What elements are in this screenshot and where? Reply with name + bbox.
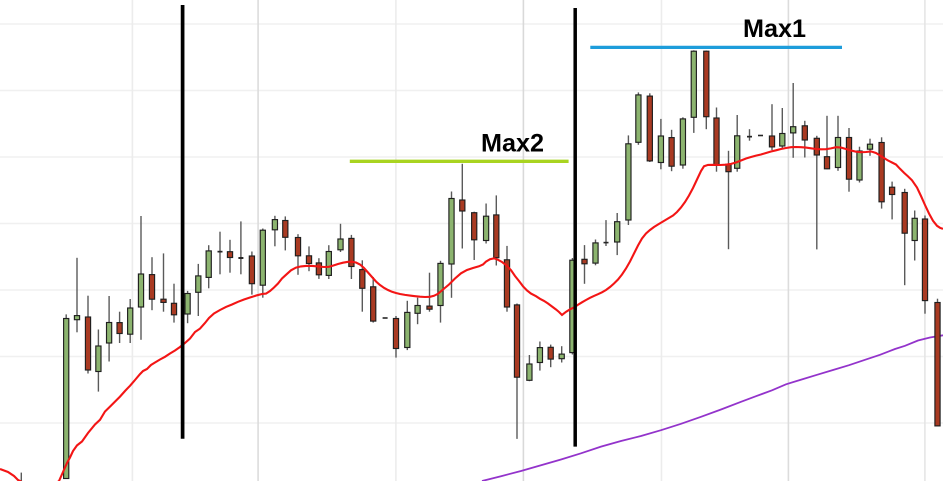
svg-text:Max1: Max1 <box>743 15 806 43</box>
svg-text:Max2: Max2 <box>481 130 544 158</box>
